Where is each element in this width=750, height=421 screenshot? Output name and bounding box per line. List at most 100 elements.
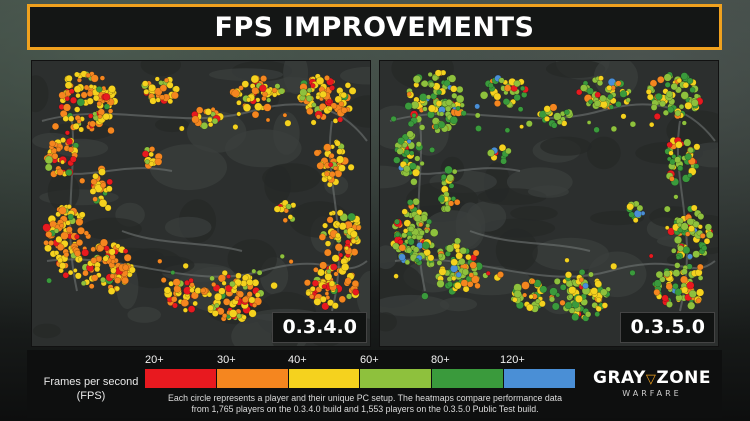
player-dot: [697, 213, 705, 220]
player-dot: [187, 305, 196, 313]
player-dot: [327, 105, 333, 112]
player-dot: [429, 146, 436, 153]
player-dot: [68, 115, 75, 122]
player-dot: [474, 112, 481, 119]
player-dot: [324, 291, 330, 296]
player-dot: [105, 185, 113, 193]
player-dot: [620, 113, 627, 120]
player-dot: [238, 85, 244, 91]
player-dot: [663, 73, 672, 82]
player-dot: [522, 292, 528, 298]
player-dot: [319, 261, 328, 270]
player-dot: [680, 72, 689, 80]
player-dot: [270, 281, 278, 290]
player-dot: [326, 98, 332, 105]
player-dot: [448, 74, 457, 83]
legend-swatch-0: [145, 369, 217, 388]
legend-swatch-5: [504, 369, 575, 388]
player-dot: [336, 209, 344, 217]
player-dot: [43, 239, 49, 246]
player-dot: [44, 155, 54, 165]
player-dot: [402, 228, 409, 234]
player-dot: [549, 103, 558, 112]
player-dot: [328, 211, 334, 216]
heatmap-old-map: [32, 61, 370, 346]
player-dot: [663, 205, 671, 213]
player-dot: [315, 114, 321, 120]
player-dot: [306, 87, 313, 94]
player-dot: [271, 87, 278, 94]
player-dot: [97, 244, 105, 252]
legend-footer: Frames per second (FPS) 20+ 30+ 40+ 60+ …: [27, 350, 722, 418]
player-dot: [659, 100, 666, 108]
legend-tick-20: 20+: [145, 354, 164, 366]
player-dot: [578, 277, 585, 283]
player-dot: [350, 238, 357, 244]
player-dot: [163, 77, 170, 83]
player-dot: [665, 282, 673, 291]
player-dot: [594, 280, 602, 288]
player-dot: [690, 98, 699, 107]
player-dot: [670, 82, 678, 91]
player-dot: [282, 217, 288, 223]
player-dot: [254, 102, 263, 111]
player-dot: [229, 280, 236, 288]
player-dot: [439, 111, 445, 117]
player-dot: [668, 150, 674, 156]
player-dot: [321, 284, 327, 290]
player-dot: [167, 98, 174, 105]
player-dot: [309, 286, 316, 292]
player-dot: [493, 92, 502, 101]
player-dot: [472, 249, 480, 257]
player-dot: [100, 276, 106, 283]
map-terrain-patch: [227, 239, 277, 279]
map-terrain-patch: [164, 216, 212, 238]
player-dot: [208, 121, 214, 128]
map-terrain-patch: [439, 297, 478, 312]
player-dot: [211, 117, 219, 125]
player-dot: [429, 81, 435, 88]
player-dot: [650, 104, 658, 111]
player-dot: [75, 218, 84, 226]
player-dot: [415, 141, 422, 148]
player-dot: [102, 93, 111, 101]
player-dot: [234, 295, 240, 302]
player-dot: [352, 288, 360, 296]
player-dot: [326, 216, 334, 224]
player-dot: [329, 85, 336, 91]
player-dot: [593, 99, 601, 108]
player-dot: [551, 302, 560, 311]
player-dot: [62, 103, 72, 112]
player-dot: [671, 248, 677, 254]
player-dot: [340, 106, 348, 114]
player-dot: [438, 267, 447, 276]
player-dot: [649, 79, 658, 88]
player-dot: [321, 302, 330, 311]
player-dot: [76, 98, 85, 107]
player-dot: [329, 153, 335, 159]
player-dot: [474, 282, 481, 289]
player-dot: [705, 231, 714, 239]
player-dot: [48, 240, 55, 246]
legend-title-line1: Frames per second: [43, 376, 139, 388]
player-dot: [455, 105, 461, 111]
player-dot: [460, 110, 467, 117]
player-dot: [209, 275, 215, 282]
player-dot: [299, 88, 308, 97]
player-dot: [434, 69, 442, 77]
player-dot: [521, 281, 530, 290]
map-terrain-patch: [340, 66, 370, 85]
player-dot: [76, 239, 84, 247]
player-dot: [615, 80, 622, 87]
player-dot: [411, 234, 417, 240]
player-dot: [571, 300, 580, 309]
player-dot: [310, 83, 316, 89]
player-dot: [667, 106, 675, 114]
player-dot: [676, 77, 683, 84]
player-dot: [191, 115, 200, 124]
player-dot: [121, 276, 129, 285]
player-dot: [44, 163, 53, 172]
player-dot: [559, 299, 566, 306]
player-dot: [564, 271, 573, 279]
player-dot: [248, 296, 256, 304]
